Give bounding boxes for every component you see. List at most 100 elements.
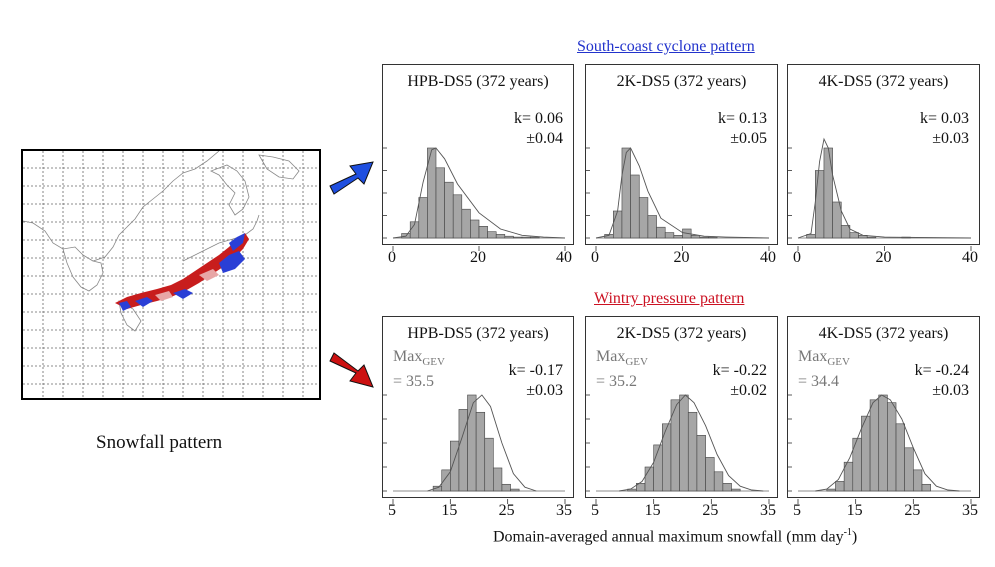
histogram-plot	[788, 394, 972, 504]
histogram-bar	[832, 201, 842, 239]
panel-title: 2K-DS5 (372 years)	[616, 325, 747, 342]
histogram-bar	[895, 423, 905, 492]
gev-fit-curve	[427, 394, 537, 492]
x-tick-label: 20	[875, 249, 892, 266]
max-gev: MaxGEV = 35.2	[596, 347, 648, 392]
histogram-bar	[731, 488, 741, 492]
shape-parameter: k= -0.22 ±0.02	[713, 361, 767, 401]
snowfall-pattern-map	[21, 149, 321, 400]
coastline	[23, 151, 300, 332]
max-gev-label: Max	[393, 348, 423, 365]
shape-parameter: k= -0.24 ±0.03	[915, 361, 969, 401]
gev-fit-curve	[797, 137, 972, 239]
k-value: k= 0.13	[717, 110, 767, 127]
histogram-bar	[913, 469, 923, 492]
max-gev-sub: GEV	[422, 356, 445, 369]
histogram-bar	[670, 399, 680, 492]
k-error: ±0.03	[526, 382, 563, 399]
panel-title: HPB-DS5 (372 years)	[407, 325, 549, 342]
x-tick-label: 40	[760, 249, 776, 266]
x-axis-unit-sup: -1	[843, 527, 852, 538]
x-axis-title: Domain-averaged annual maximum snowfall …	[493, 527, 857, 546]
map-svg	[23, 151, 319, 398]
histogram-bar	[664, 232, 675, 239]
blue-arrow-icon	[329, 161, 374, 195]
wintry-section-title: Wintry pressure pattern	[594, 290, 745, 307]
histogram-bar	[513, 236, 523, 239]
x-tick-label: 35	[760, 502, 776, 519]
histogram-bar	[452, 194, 463, 239]
gev-fit-curve	[619, 394, 764, 492]
histogram-bar	[487, 231, 497, 239]
max-gev-label: Max	[798, 348, 828, 365]
histogram-bar	[814, 170, 825, 239]
max-gev-sub: GEV	[827, 356, 850, 369]
k-value: k= -0.22	[712, 362, 767, 379]
histogram-bar	[458, 409, 468, 492]
histogram-bar	[679, 394, 689, 492]
histogram-bar	[699, 236, 709, 239]
histogram-bar	[921, 483, 931, 492]
histogram-bar	[656, 226, 666, 239]
histogram-bar	[866, 236, 877, 239]
x-tick-label: 15	[846, 502, 863, 519]
histogram-panel-top-4k: 4K-DS5 (372 years) k= 0.03 ±0.03	[787, 64, 980, 251]
histogram-bar	[504, 235, 514, 239]
south-coast-section-title: South-coast cyclone pattern	[577, 38, 755, 55]
histogram-bar	[484, 437, 494, 492]
histogram-bar	[647, 215, 657, 239]
histogram-panel-top-hpb: HPB-DS5 (372 years) k= 0.06 ±0.04	[382, 64, 574, 251]
max-gev: MaxGEV = 35.5	[393, 347, 445, 392]
histogram-bar	[530, 236, 540, 239]
shape-parameter: k= 0.06 ±0.04	[514, 109, 563, 149]
histogram-bar	[510, 488, 520, 492]
histogram-panel-bottom-4k: 4K-DS5 (372 years) MaxGEV = 34.4 k= -0.2…	[787, 316, 980, 504]
histogram-bar	[621, 147, 631, 239]
k-error: ±0.03	[932, 382, 969, 399]
map-caption: Snowfall pattern	[96, 432, 223, 453]
red-arrow-icon	[329, 352, 374, 388]
panel-title: 2K-DS5 (372 years)	[616, 73, 747, 90]
histogram-bar	[835, 481, 845, 492]
histogram-bar	[708, 236, 718, 239]
shape-parameter: k= 0.13 ±0.05	[718, 109, 767, 149]
x-tick-label: 5	[591, 502, 599, 519]
histogram-plot	[586, 147, 770, 251]
x-tick-label: 5	[388, 502, 396, 519]
k-error: ±0.04	[526, 130, 563, 147]
gev-fit-curve	[595, 147, 770, 239]
panel-title: 4K-DS5 (372 years)	[818, 73, 949, 90]
histogram-bar	[418, 197, 428, 239]
histogram-bar	[878, 394, 888, 492]
histogram-plot	[383, 394, 566, 504]
x-tick-label: 25	[498, 502, 515, 519]
x-tick-label: 40	[556, 249, 572, 266]
histogram-bar	[630, 174, 640, 239]
histogram-bar	[705, 457, 715, 492]
panel-title: HPB-DS5 (372 years)	[407, 73, 549, 90]
histogram-bar	[849, 232, 859, 239]
histogram-bar	[478, 226, 488, 239]
histogram-panel-top-2k: 2K-DS5 (372 years) k= 0.13 ±0.05	[585, 64, 778, 251]
k-value: k= 0.06	[513, 110, 563, 127]
x-tick-label: 25	[904, 502, 921, 519]
histogram-bar	[644, 466, 654, 492]
histogram-bar	[826, 488, 836, 492]
histogram-plot	[586, 394, 770, 504]
histogram-bar	[450, 440, 460, 492]
shape-parameter: k= 0.03 ±0.03	[920, 109, 969, 149]
x-axis-unit-close: )	[851, 528, 858, 546]
histogram-bar	[444, 181, 454, 239]
max-gev-value: = 35.5	[393, 373, 435, 391]
histogram-bar	[521, 236, 531, 239]
histogram-panel-bottom-hpb: HPB-DS5 (372 years) MaxGEV = 35.5 k= -0.…	[382, 316, 574, 504]
histogram-bar	[823, 147, 833, 239]
x-tick-label: 20	[470, 249, 486, 266]
max-gev: MaxGEV = 34.4	[798, 347, 850, 392]
x-tick-label: 35	[962, 502, 978, 519]
x-tick-label: 15	[644, 502, 661, 519]
histogram-plot	[788, 137, 972, 251]
snowfall-anomaly-band	[115, 233, 249, 311]
gev-fit-curve	[392, 147, 566, 239]
histogram-bar	[470, 219, 480, 239]
